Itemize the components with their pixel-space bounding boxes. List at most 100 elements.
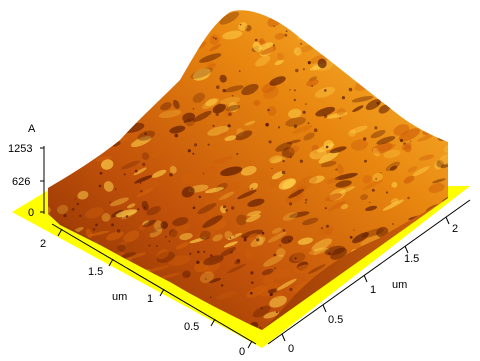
surface-grain [412, 302, 426, 309]
surface-pit [307, 61, 311, 65]
surface-pit [214, 37, 217, 40]
surface-grain [399, 298, 408, 308]
surface-pit [300, 42, 303, 45]
surface-grain [112, 126, 128, 132]
surface-pit [54, 330, 58, 334]
x-tick-label: 1.5 [88, 266, 103, 278]
surface-grain [337, 163, 344, 175]
surface-grain [212, 234, 223, 242]
surface-pit [183, 120, 187, 124]
surface-grain [144, 14, 161, 26]
surface-grain [218, 131, 228, 138]
surface-grain [77, 21, 95, 29]
surface-grain [353, 37, 368, 49]
surface-pit [344, 24, 348, 28]
surface-grain [397, 50, 413, 61]
surface-grain [297, 250, 305, 261]
surface-pit [243, 238, 247, 242]
surface-pit [144, 132, 147, 136]
surface-pit [81, 283, 85, 287]
surface-pit [277, 126, 281, 129]
surface-grain [177, 14, 196, 22]
surface-grain [52, 278, 72, 288]
surface-grain [50, 64, 60, 73]
surface-grain [85, 37, 95, 43]
surface-grain [384, 96, 395, 103]
surface-grain [282, 212, 298, 221]
surface-pit [288, 239, 291, 242]
surface-pit [268, 140, 272, 144]
surface-grain [306, 79, 319, 87]
surface-pit [265, 122, 269, 127]
surface-pit [238, 197, 240, 199]
surface-pit [293, 124, 298, 128]
surface-grain [405, 98, 413, 108]
surface-grain [169, 223, 191, 238]
surface-grain [142, 305, 158, 318]
surface-grain [422, 289, 442, 300]
surface-grain [48, 165, 51, 175]
surface-grain [145, 46, 159, 58]
surface-grain [431, 94, 439, 104]
surface-grain [103, 181, 114, 192]
surface-grain [314, 86, 336, 98]
x-tick-label: 1 [147, 293, 153, 305]
surface-pit [234, 235, 236, 237]
surface-pit [438, 37, 442, 41]
surface-pit [251, 187, 254, 190]
surface-grain [121, 160, 140, 170]
surface-grain [419, 154, 435, 161]
surface-grain [389, 165, 398, 171]
surface-grain [436, 160, 444, 168]
surface-pit [273, 25, 275, 27]
surface-grain [268, 232, 280, 238]
surface-pit [91, 48, 93, 50]
surface-grain [119, 252, 137, 259]
surface-grain [50, 47, 72, 59]
surface-pit [113, 315, 117, 319]
surface-grain [182, 112, 196, 123]
surface-grain [277, 52, 284, 61]
surface-pit [203, 250, 206, 253]
surface-pit [299, 159, 303, 163]
surface-pit [210, 296, 212, 298]
surface-grain [308, 247, 330, 255]
surface-grain [344, 15, 354, 24]
surface-grain [176, 242, 189, 250]
surface-pit [363, 137, 367, 141]
surface-grain [136, 14, 154, 26]
surface-grain [123, 230, 140, 243]
surface-grain [105, 72, 127, 86]
surface-pit [352, 279, 355, 281]
surface-grain [435, 218, 448, 226]
y-axis-unit: um [392, 279, 407, 291]
x-tick-label: 0 [239, 346, 245, 356]
surface-grain [211, 156, 233, 164]
surface-grain [48, 155, 63, 165]
surface-grain [286, 139, 301, 144]
surface-pit [375, 178, 377, 180]
surface-grain [255, 55, 271, 67]
surface-grain [247, 210, 262, 217]
surface-grain [408, 279, 420, 286]
surface-grain [382, 199, 404, 211]
surface-grain [407, 272, 420, 282]
surface-pit [426, 10, 430, 13]
surface-grain [228, 182, 240, 192]
surface-grain [73, 280, 84, 288]
surface-pit [194, 143, 198, 147]
surface-grain [134, 175, 153, 184]
surface-pit [260, 307, 263, 310]
surface-pit [126, 12, 130, 16]
surface-pit [452, 167, 454, 169]
surface-pit [239, 23, 242, 26]
surface-grain [424, 315, 442, 327]
z-tick-label: 0 [28, 207, 34, 219]
surface-grain [228, 102, 239, 113]
surface-grain [430, 323, 445, 330]
surface-grain [77, 294, 91, 305]
surface-grain [424, 239, 446, 246]
surface-pit [169, 173, 173, 177]
surface-grain [372, 147, 380, 157]
surface-grain [288, 188, 305, 199]
